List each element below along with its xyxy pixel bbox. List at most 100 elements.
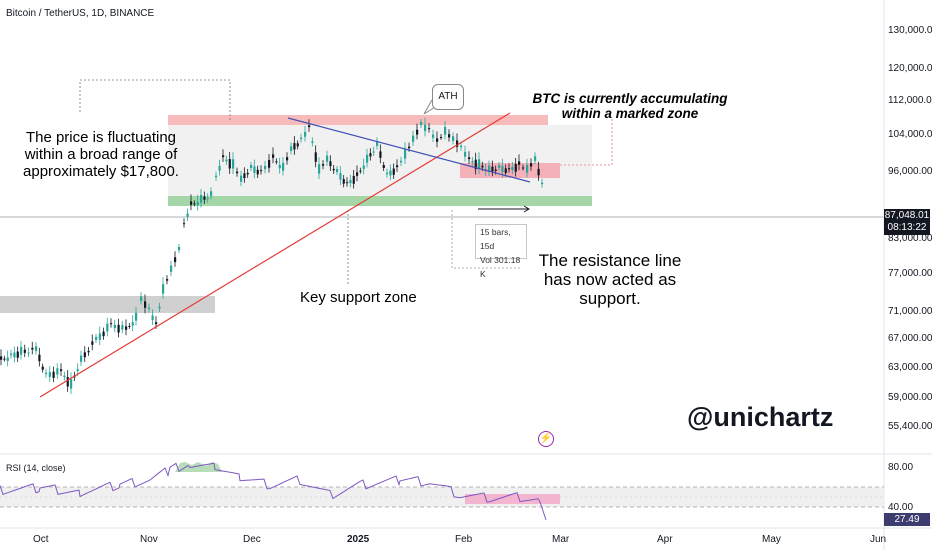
- accumulation-connector: [560, 118, 613, 166]
- time-axis[interactable]: Oct Nov Dec 2025 Feb Mar Apr May Jun: [33, 534, 886, 545]
- candle-body: [178, 247, 181, 250]
- candle-body: [308, 125, 311, 128]
- candle-body: [125, 326, 128, 330]
- candle-body: [203, 196, 206, 200]
- candle-body: [400, 160, 403, 163]
- resistance-zone: [168, 115, 548, 125]
- candle-body: [27, 352, 30, 354]
- accumulation-annotation[interactable]: BTC is currently accumulating within a m…: [532, 91, 728, 122]
- candle-body: [474, 159, 477, 170]
- accumulation-zone: [460, 163, 560, 178]
- price-tick: 71,000.00: [888, 306, 932, 317]
- candle-body: [166, 279, 169, 281]
- candle-body: [296, 143, 299, 147]
- descending-trendline[interactable]: [287, 117, 531, 183]
- candle-body: [522, 167, 525, 169]
- candle-body: [300, 137, 303, 140]
- candle-body: [342, 179, 345, 184]
- candle-body: [41, 366, 44, 370]
- candle-body: [534, 156, 537, 161]
- candle-body: [424, 124, 427, 132]
- rsi-accumulation-zone: [465, 494, 560, 504]
- support-annotation[interactable]: Key support zone: [300, 289, 417, 306]
- range-annotation[interactable]: The price is fluctuating within a broad …: [23, 129, 179, 180]
- candle-body: [278, 164, 281, 169]
- candle-body: [200, 194, 203, 203]
- measure-volume: Vol 301.18 K: [480, 255, 521, 279]
- candle-body: [432, 134, 435, 138]
- support-zone: [168, 196, 592, 206]
- candle-body: [282, 162, 285, 171]
- candle-body: [396, 165, 399, 168]
- candle-body: [332, 168, 335, 171]
- candle-body: [286, 157, 289, 161]
- candle-body: [222, 155, 225, 158]
- candle-body: [106, 323, 109, 332]
- candle-body: [0, 356, 3, 360]
- price-axis[interactable]: 130,000.00 120,000.00 112,000.00 104,000…: [888, 25, 932, 432]
- candle-body: [504, 168, 507, 174]
- candle-body: [448, 134, 451, 138]
- candle-body: [514, 163, 517, 172]
- candle-body: [530, 163, 533, 167]
- candle-body: [193, 203, 196, 205]
- candle-body: [20, 346, 23, 355]
- candle-body: [498, 165, 501, 168]
- candle-body: [148, 307, 151, 310]
- candle-body: [183, 223, 186, 225]
- candle-body: [372, 151, 375, 153]
- candle-body: [76, 369, 79, 372]
- price-tick: 67,000.00: [888, 333, 932, 344]
- price-tick: 104,000.00: [888, 129, 932, 140]
- candle-body: [232, 159, 235, 169]
- rsi-value-tag: 27.49: [884, 513, 930, 526]
- candle-body: [290, 146, 293, 151]
- rsi-line: [0, 462, 547, 521]
- candle-body: [260, 170, 263, 172]
- candle-body: [121, 325, 124, 330]
- candle-body: [526, 164, 529, 173]
- candle-body: [206, 198, 209, 200]
- ath-callout[interactable]: ATH: [432, 84, 464, 110]
- candle-body: [420, 122, 423, 125]
- candle-body: [131, 322, 134, 326]
- time-tick: 2025: [347, 534, 370, 545]
- ascending-trendline[interactable]: [39, 112, 511, 398]
- candle-body: [83, 352, 86, 358]
- candle-body: [218, 165, 221, 171]
- candle-body: [31, 347, 34, 350]
- candle-body: [456, 140, 459, 147]
- candlestick-series: [0, 117, 544, 394]
- prior-resistance-zone: [0, 296, 215, 313]
- candle-body: [63, 375, 66, 378]
- lightning-icon[interactable]: ⚡: [538, 431, 554, 447]
- candle-body: [158, 306, 161, 309]
- candle-body: [359, 170, 362, 172]
- time-tick: Oct: [33, 534, 49, 545]
- last-price-tag: 87,048.01 08:13:22: [884, 209, 930, 235]
- candle-body: [346, 182, 349, 184]
- price-tick: 59,000.00: [888, 392, 932, 403]
- candle-body: [155, 322, 158, 325]
- symbol-title[interactable]: Bitcoin / TetherUS, 1D, BINANCE: [6, 8, 155, 19]
- author-handle: @unichartz: [687, 402, 834, 432]
- time-tick: Apr: [657, 534, 673, 545]
- candle-body: [362, 165, 365, 169]
- last-price-value: 87,048.01: [884, 210, 930, 221]
- resistance-annotation[interactable]: The resistance line has now acted as sup…: [538, 251, 682, 309]
- candle-body: [228, 159, 231, 169]
- candle-body: [110, 323, 113, 325]
- candle-body: [369, 153, 372, 157]
- candle-body: [240, 175, 243, 182]
- candle-body: [311, 141, 314, 143]
- measure-connector: [451, 210, 520, 269]
- candle-body: [436, 138, 439, 142]
- candle-body: [243, 173, 246, 179]
- candle-body: [326, 155, 329, 162]
- candle-body: [494, 169, 497, 171]
- candle-body: [501, 165, 504, 173]
- price-tick: 63,000.00: [888, 362, 932, 373]
- rsi-title[interactable]: RSI (14, close): [6, 463, 66, 473]
- time-tick: Nov: [140, 534, 158, 545]
